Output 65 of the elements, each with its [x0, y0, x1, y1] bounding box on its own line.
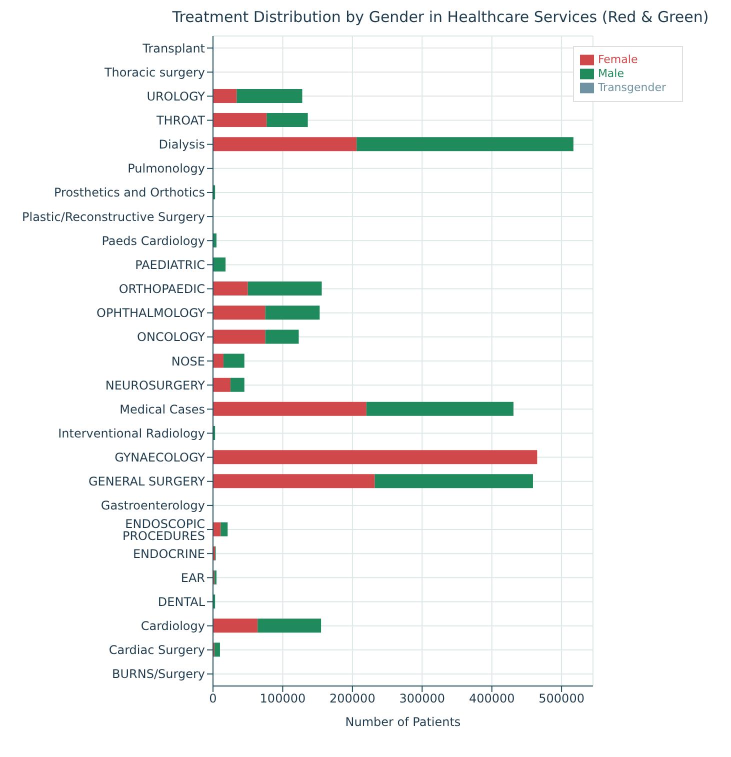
y-tick-label: THROAT [155, 114, 206, 128]
bar [213, 282, 248, 296]
bar [213, 402, 366, 416]
x-tick-label: 100000 [260, 692, 306, 706]
x-tick-label: 500000 [538, 692, 584, 706]
y-tick-label: Gastroenterology [100, 498, 205, 513]
bar [374, 474, 533, 488]
bar [213, 378, 230, 392]
y-tick-label: NOSE [171, 354, 205, 368]
x-tick-label: 0 [209, 692, 217, 706]
bar [213, 257, 226, 272]
y-tick-label: GYNAECOLOGY [114, 450, 206, 465]
y-tick-label: Interventional Radiology [58, 426, 205, 440]
bar [258, 618, 322, 633]
y-tick-label: EAR [180, 570, 205, 585]
y-tick-label: UROLOGY [146, 89, 206, 104]
bar [266, 113, 308, 128]
bar [213, 618, 258, 633]
x-axis-title: Number of Patients [345, 715, 461, 729]
y-tick-label: Dialysis [158, 138, 205, 152]
bar [236, 88, 302, 103]
x-tick-label: 200000 [330, 692, 376, 706]
bar [213, 450, 538, 464]
y-tick-label: DENTAL [158, 595, 206, 609]
y-tick-label: Cardiac Surgery [108, 643, 205, 658]
y-tick-label: BURNS/Surgery [112, 667, 205, 682]
bar [213, 330, 266, 344]
bar [213, 113, 267, 128]
y-tick-label: GENERAL SURGERY [88, 474, 206, 489]
y-tick-label: Transplant [142, 41, 206, 56]
bar [213, 354, 224, 368]
y-tick-label: OPHTHALMOLOGY [96, 306, 206, 320]
y-tick-label: Cardiology [140, 619, 205, 634]
bar [213, 88, 237, 103]
bar [213, 306, 266, 320]
bar [214, 642, 220, 657]
bar [223, 354, 244, 368]
y-tick-label: Plastic/Reconstructive Surgery [22, 210, 205, 224]
y-tick-label: ORTHOPAEDIC [118, 282, 205, 296]
legend-label: Female [598, 53, 638, 66]
bar [265, 306, 320, 320]
bar [213, 137, 357, 152]
y-tick-label: ONCOLOGY [137, 330, 206, 344]
bar [213, 474, 375, 488]
y-tick-label: ENDOCRINE [132, 546, 205, 561]
y-tick-label: Medical Cases [120, 402, 205, 416]
y-tick-label: Paeds Cardiology [102, 234, 205, 248]
legend-label: Male [598, 67, 624, 80]
y-tick-label: Thoracic surgery [103, 65, 205, 80]
y-tick-label: ENDOSCOPIC PROCEDURES [122, 516, 205, 543]
bar [230, 378, 244, 392]
legend-label: Transgender [598, 81, 666, 94]
y-tick-label: Prosthetics and Orthotics [54, 186, 205, 200]
x-tick-label: 400000 [468, 692, 515, 706]
bar [213, 522, 221, 536]
bar [366, 402, 514, 416]
y-tick-label: PAEDIATRIC [135, 258, 205, 272]
chart-title: Treatment Distribution by Gender in Healthcare Services (Red & Green) [171, 8, 710, 26]
x-tick-label: 300000 [399, 692, 446, 706]
bar [220, 522, 228, 536]
bar [265, 330, 299, 344]
y-tick-label: NEUROSURGERY [105, 378, 206, 392]
bar [356, 137, 574, 152]
bar [248, 282, 322, 296]
y-tick-label: Pulmonology [128, 162, 205, 176]
